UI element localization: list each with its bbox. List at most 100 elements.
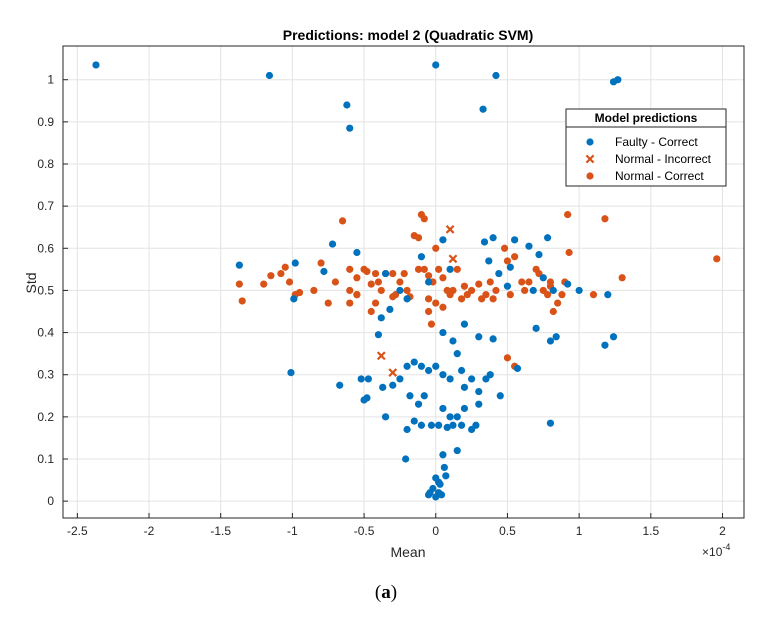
point-faulty-correct [489,234,497,242]
point-normal-correct [414,265,423,273]
point-faulty-correct [410,417,418,425]
point-faulty-correct [468,375,476,383]
legend-marker-normal-incorrect [585,154,595,164]
point-faulty-correct [403,295,411,303]
point-faulty-correct [435,421,443,429]
x-tick-label: 0.5 [499,524,516,538]
point-normal-correct [367,280,375,288]
point-faulty-correct [449,337,457,345]
point-faulty-correct [480,238,489,246]
point-faulty-correct [417,421,426,429]
point-normal-correct [295,288,304,297]
point-normal-correct [400,269,408,278]
point-normal-correct [389,269,397,278]
point-normal-correct [518,278,526,286]
point-normal-correct [420,265,428,273]
x-tick-label: -2.5 [67,524,88,538]
point-faulty-correct [403,362,411,370]
legend-label-normal-incorrect: Normal - Incorrect [615,152,712,166]
point-normal-correct [324,299,332,307]
point-faulty-correct [406,392,414,400]
point-faulty-correct [532,324,540,332]
point-faulty-correct [482,375,490,383]
point-faulty-correct [453,413,461,421]
point-faulty-correct [460,404,469,413]
point-faulty-correct [614,76,622,84]
point-faulty-correct [539,274,547,282]
point-normal-correct [525,278,533,286]
point-faulty-correct [386,305,394,313]
point-faulty-correct [457,421,466,429]
point-faulty-correct [437,491,446,499]
point-faulty-correct [475,333,483,341]
point-normal-correct [285,278,294,286]
point-faulty-correct [439,451,447,459]
point-faulty-correct [402,455,410,463]
point-faulty-correct [453,446,461,455]
point-normal-correct [503,257,512,265]
point-faulty-correct [446,413,454,421]
point-faulty-correct [439,236,447,244]
point-faulty-correct [235,261,243,269]
point-normal-correct [489,295,497,303]
data-points [92,61,721,501]
plot-frame [62,45,745,519]
x-tick-label: -0.5 [354,524,375,538]
point-normal-correct [424,295,433,303]
point-normal-correct [331,278,339,286]
point-faulty-correct [442,472,450,480]
point-normal-correct [420,215,428,223]
point-faulty-correct [417,362,426,370]
point-normal-correct [558,291,566,299]
point-normal-correct [427,320,436,328]
point-faulty-correct [546,419,555,427]
x-axis-label: Mean [390,544,425,560]
point-faulty-correct [575,286,583,295]
point-normal-correct [338,217,347,225]
point-faulty-correct [410,358,418,366]
point-normal-correct [414,234,423,242]
point-faulty-correct [506,263,514,271]
y-tick-label: 0.1 [37,452,54,466]
figure-caption: (a) [374,582,398,603]
point-faulty-correct [396,375,404,383]
point-normal-correct [317,259,325,267]
point-normal-correct [506,291,514,299]
point-normal-correct [460,282,469,290]
scatter-chart: -2.5 -2 -1.5 -1 -0.5 0 0.5 1 1.5 2 00.10.20.30.40… [23,27,745,560]
point-normal-correct [435,265,443,273]
point-faulty-correct [389,381,397,389]
point-faulty-correct [457,366,466,375]
point-normal-correct [511,253,519,261]
legend-marker-faulty-correct [586,138,594,146]
point-normal-correct [346,265,354,273]
point-faulty-correct [403,425,411,434]
point-normal-correct [503,354,512,362]
point-faulty-correct [432,61,440,69]
legend: Model predictions Faulty - Correct Normal… [565,108,727,187]
point-faulty-correct [440,463,448,472]
point-normal-correct [367,307,375,316]
point-faulty-correct [609,333,618,341]
point-faulty-correct [291,259,299,267]
y-axis-ticks: 0 0.1 0.2 0.3 0.4 0.5 0.6 0.7 0.8 0.9 1 [37,73,68,508]
x-tick-label: 1.5 [642,524,659,538]
y-tick-label: 0.4 [37,326,54,340]
y-tick-label: 0.6 [37,241,54,255]
point-normal-correct [235,280,243,288]
point-faulty-correct [432,362,440,370]
y-tick-label: 0.7 [37,199,54,213]
point-normal-correct [346,286,354,295]
point-faulty-correct [353,248,361,257]
point-normal-correct [260,280,268,288]
point-normal-correct [554,299,562,307]
point-faulty-correct [543,234,552,242]
point-faulty-correct [446,375,454,383]
point-normal-correct [277,269,285,278]
point-normal-correct [457,295,466,303]
point-faulty-correct [343,101,351,109]
point-faulty-correct [549,286,557,295]
y-tick-label: 0.8 [37,157,54,171]
point-faulty-correct [443,423,451,431]
x-tick-label: 1 [576,524,583,538]
